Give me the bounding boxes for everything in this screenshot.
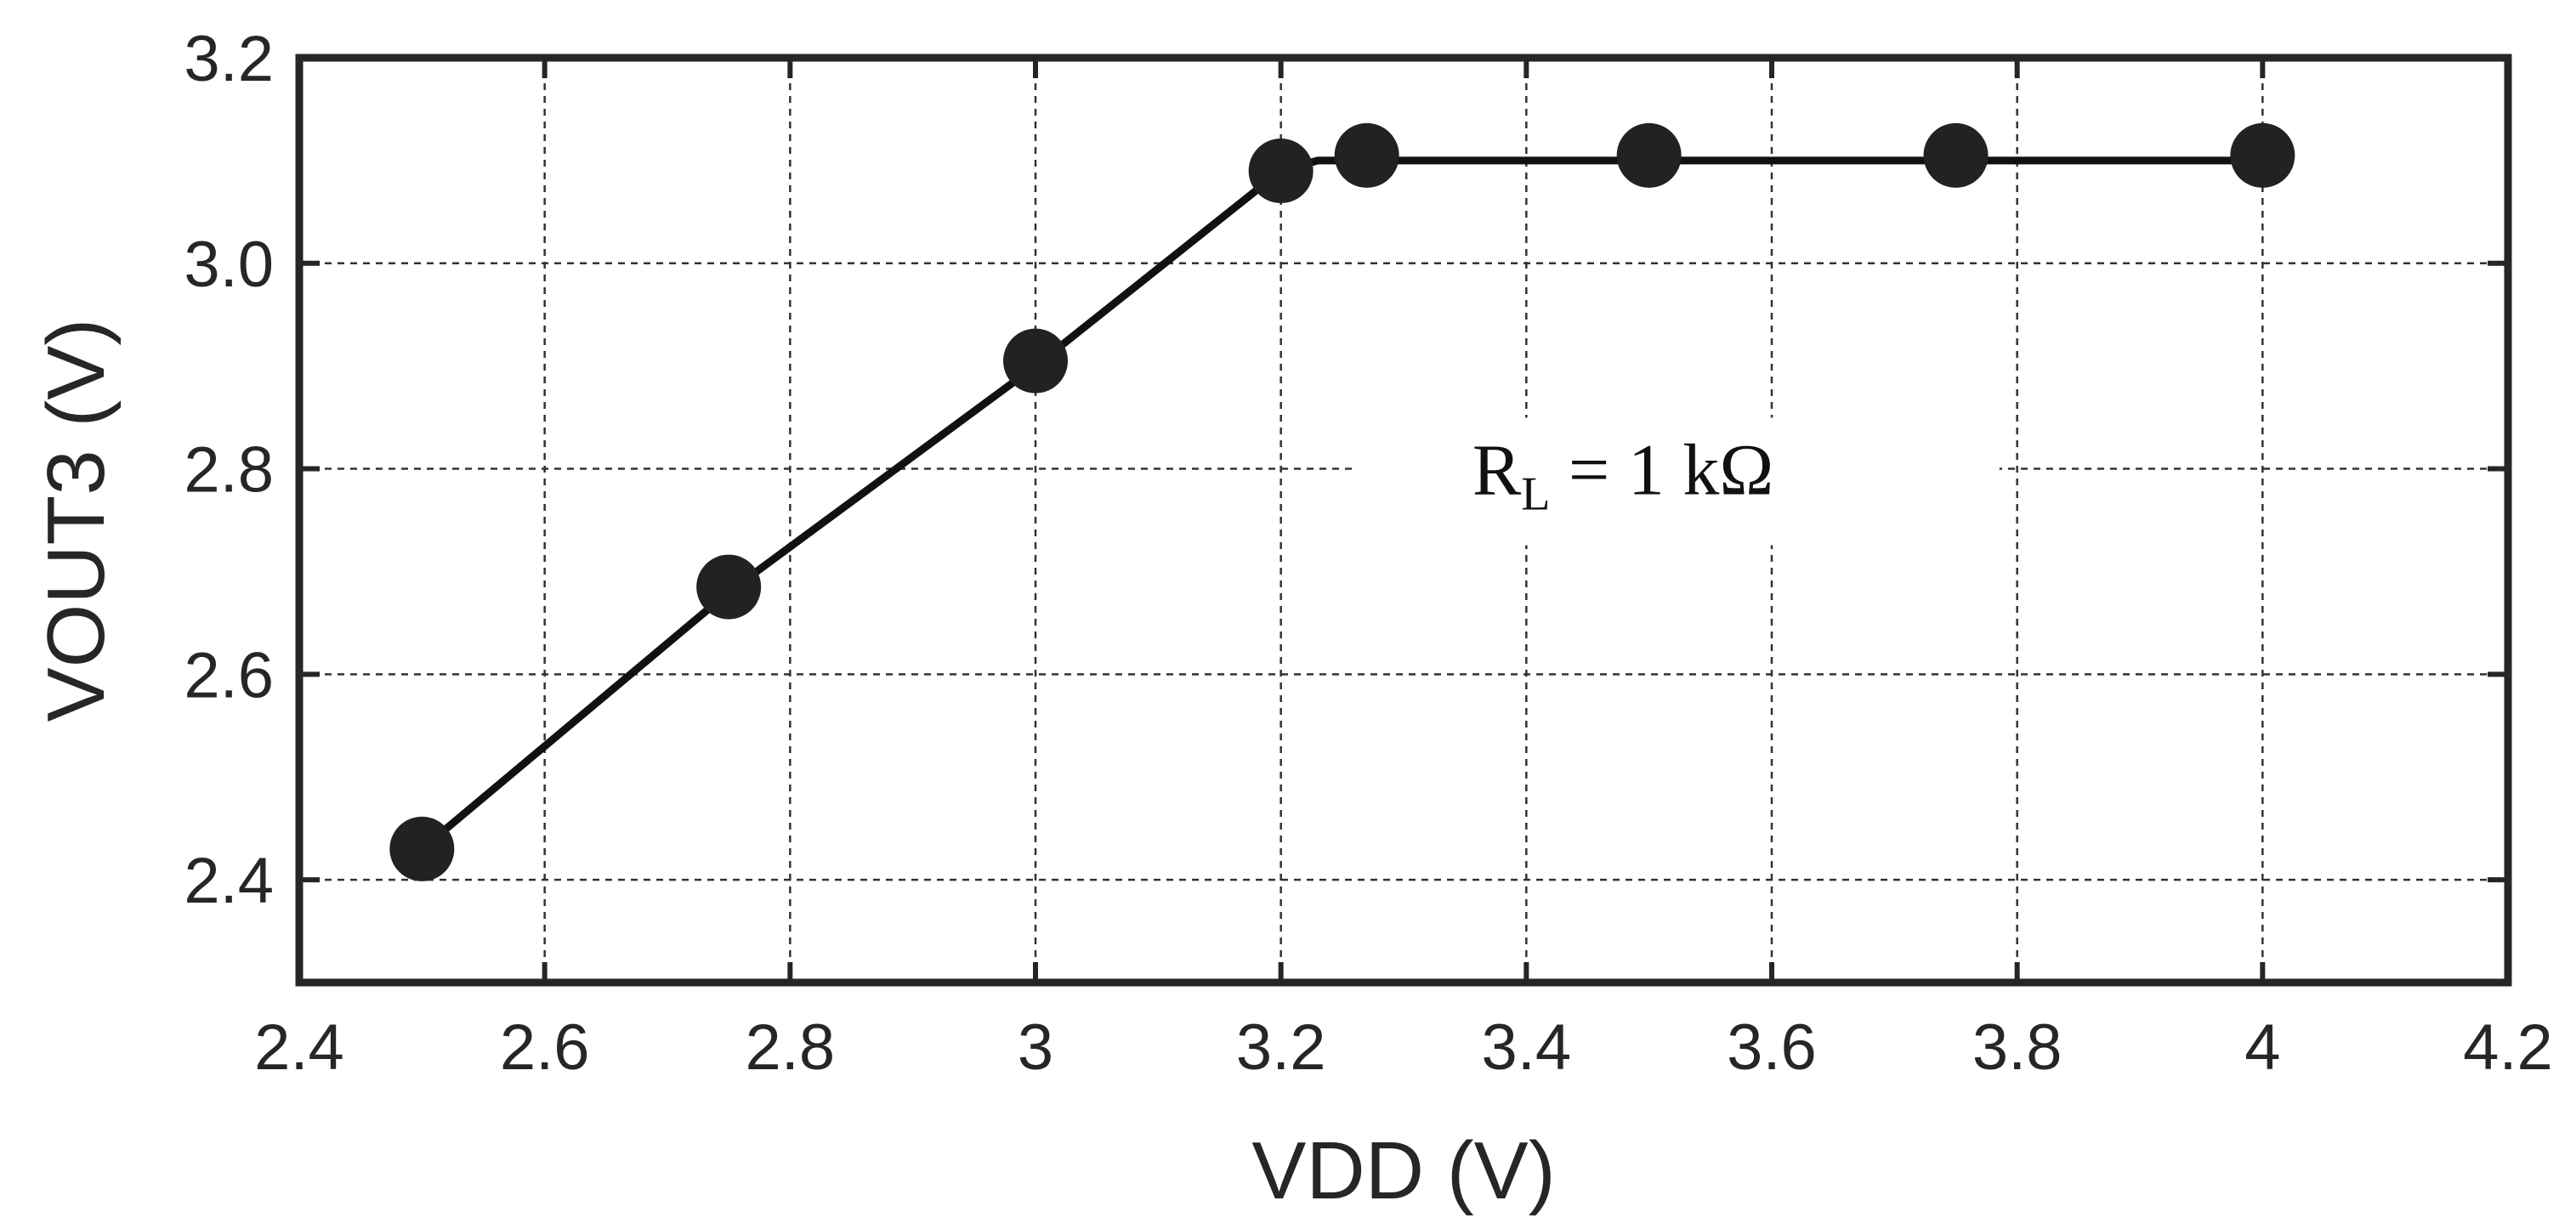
annotation-background <box>1353 417 2000 546</box>
data-point <box>389 816 455 881</box>
plot-frame <box>295 54 2512 987</box>
x-tick-label: 3.6 <box>1727 1011 1817 1084</box>
x-axis-title: VDD (V) <box>1251 1125 1555 1216</box>
x-tick-label: 2.6 <box>500 1011 590 1084</box>
data-point <box>1003 328 1068 394</box>
axis-ticks <box>297 55 2511 983</box>
y-tick-label: 2.8 <box>184 434 274 507</box>
data-point <box>1248 138 1314 203</box>
x-tick-labels: 2.4 2.6 2.8 3 3.2 3.4 3.6 3.8 4 4.2 <box>254 1011 2553 1084</box>
series-line <box>419 156 2263 852</box>
x-tick-label: 2.4 <box>254 1011 344 1084</box>
data-point <box>696 554 762 620</box>
x-tick-label: 3.8 <box>1972 1011 2063 1084</box>
x-tick-label: 4.2 <box>2463 1011 2553 1084</box>
y-tick-label: 3.0 <box>184 229 274 301</box>
x-tick-label: 2.8 <box>746 1011 836 1084</box>
x-tick-label: 3 <box>1018 1011 1053 1084</box>
y-tick-label: 2.6 <box>184 639 274 711</box>
x-tick-label: 3.2 <box>1236 1011 1326 1084</box>
data-point <box>2230 122 2295 188</box>
y-axis-title: VOUT3 (V) <box>31 319 122 722</box>
data-point <box>1334 122 1399 188</box>
y-tick-label: 2.4 <box>184 845 274 917</box>
annotation-text: RL = 1 kΩ <box>1472 429 1774 521</box>
x-tick-label: 4 <box>2244 1011 2280 1084</box>
annotation-value: = 1 kΩ <box>1550 429 1773 511</box>
annotation-subscript: L <box>1521 468 1550 521</box>
data-point <box>1616 122 1682 188</box>
data-point <box>1923 122 1989 188</box>
x-tick-label: 3.4 <box>1482 1011 1572 1084</box>
y-tick-label: 3.2 <box>184 23 274 95</box>
plot-series <box>389 122 2295 881</box>
annotation-main: R <box>1472 429 1522 511</box>
y-tick-labels: 2.4 2.6 2.8 3.0 3.2 <box>184 23 274 917</box>
annotation: RL = 1 kΩ <box>1353 417 2000 546</box>
